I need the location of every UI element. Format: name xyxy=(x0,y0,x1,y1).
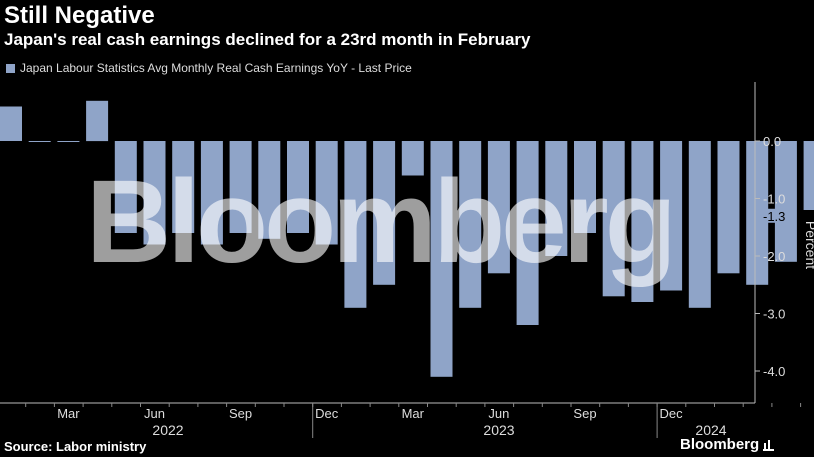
x-year-label: 2022 xyxy=(152,422,183,438)
bar xyxy=(803,141,814,210)
bar xyxy=(602,141,625,297)
x-tick-label: Dec xyxy=(315,406,339,421)
bar xyxy=(631,141,654,302)
y-tick-label: 0.0 xyxy=(763,134,781,149)
y-tick-label: -1.0 xyxy=(763,192,785,207)
x-tick-label: Dec xyxy=(660,406,684,421)
bar xyxy=(0,106,22,141)
watermark-layer: Bloomberg xyxy=(86,156,677,288)
bar xyxy=(114,141,137,233)
chart-subtitle: Japan's real cash earnings declined for … xyxy=(4,30,531,49)
y-tick-label: -4.0 xyxy=(763,364,785,379)
bar xyxy=(516,141,539,325)
y-axis-label: Percent xyxy=(803,221,814,269)
source-note: Source: Labor ministry xyxy=(4,439,147,454)
chart-title: Still Negative xyxy=(4,2,155,29)
legend: Japan Labour Statistics Avg Monthly Real… xyxy=(6,61,412,75)
watermark-text: Bloomberg xyxy=(86,156,673,288)
bar xyxy=(200,141,223,245)
x-tick-label: Mar xyxy=(402,406,425,421)
bar xyxy=(258,141,281,239)
bar xyxy=(688,141,711,308)
brand-name: Bloomberg xyxy=(680,436,760,453)
last-value-badge xyxy=(758,208,792,223)
bar xyxy=(57,141,80,142)
bar xyxy=(545,141,568,256)
bar xyxy=(229,141,252,233)
bar xyxy=(574,141,596,233)
bar xyxy=(28,141,51,142)
x-tick-label: Jun xyxy=(144,406,165,421)
bar xyxy=(459,141,482,308)
bar xyxy=(143,141,166,245)
bar xyxy=(344,141,367,308)
x-year-label: 2023 xyxy=(483,422,514,438)
bar xyxy=(487,141,510,274)
legend-label: Japan Labour Statistics Avg Monthly Real… xyxy=(20,61,412,75)
bar xyxy=(172,141,195,233)
y-tick-label: -3.0 xyxy=(763,307,785,322)
x-tick-label: Sep xyxy=(573,406,596,421)
last-value-label: -1.3 xyxy=(763,209,785,224)
bar xyxy=(717,141,740,274)
legend-swatch xyxy=(6,63,15,73)
bar xyxy=(86,100,109,142)
bar-chart-icon xyxy=(763,438,775,451)
x-year-label: 2024 xyxy=(695,422,726,438)
bar xyxy=(373,141,396,285)
y-tick-label: -2.0 xyxy=(763,249,785,264)
bar xyxy=(774,141,797,262)
bar xyxy=(401,141,424,176)
bar xyxy=(660,141,683,291)
bar xyxy=(430,141,453,377)
x-tick-label: Mar xyxy=(57,406,80,421)
bar xyxy=(746,141,769,285)
bar xyxy=(287,141,309,233)
brand-logo: Bloomberg xyxy=(680,436,775,453)
x-tick-label: Sep xyxy=(229,406,252,421)
x-tick-label: Jun xyxy=(488,406,509,421)
bars-group xyxy=(0,100,814,377)
axes-group: 0.0 -1.0 -2.0 -3.0 -4.0 Percent -1.3 Mar Jun Sep D… xyxy=(0,82,814,438)
bar xyxy=(315,141,338,245)
